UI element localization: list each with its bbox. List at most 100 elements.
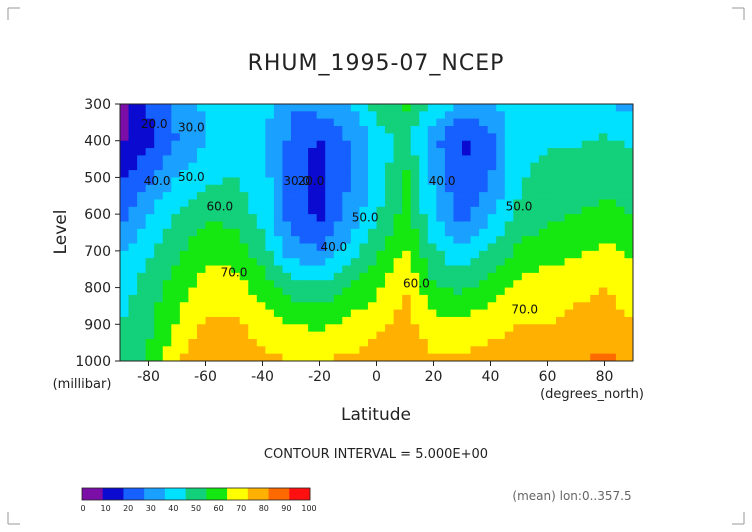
- heatmap-cell: [419, 118, 429, 127]
- heatmap-cell: [590, 104, 600, 112]
- heatmap-cell: [607, 162, 617, 171]
- heatmap-cell: [513, 272, 523, 281]
- heatmap-cell: [624, 250, 633, 259]
- heatmap-cell: [573, 214, 583, 223]
- heatmap-cell: [154, 162, 164, 171]
- heatmap-cell: [188, 294, 198, 303]
- contour-label: 20.0: [141, 117, 168, 131]
- heatmap-cell: [521, 294, 531, 303]
- heatmap-cell: [462, 170, 472, 179]
- heatmap-cell: [436, 140, 446, 149]
- heatmap-cell: [231, 155, 241, 164]
- heatmap-cell: [179, 155, 189, 164]
- heatmap-cell: [308, 133, 318, 142]
- heatmap-cell: [308, 192, 318, 201]
- heatmap-cell: [205, 148, 215, 156]
- heatmap-cell: [573, 155, 583, 164]
- heatmap-cell: [538, 287, 549, 296]
- heatmap-cell: [145, 309, 155, 318]
- heatmap-cell: [154, 155, 164, 164]
- heatmap-cell: [487, 199, 497, 208]
- heatmap-cell: [291, 206, 301, 215]
- heatmap-cell: [316, 126, 326, 134]
- heatmap-cell: [162, 316, 172, 325]
- heatmap-cell: [325, 111, 335, 120]
- heatmap-cell: [231, 346, 241, 355]
- heatmap-cell: [427, 353, 437, 361]
- heatmap-cell: [171, 353, 181, 361]
- heatmap-cell: [265, 353, 275, 361]
- heatmap-cell: [196, 155, 207, 164]
- heatmap-cell: [513, 294, 523, 303]
- heatmap-cell: [188, 324, 198, 333]
- heatmap-cell: [462, 331, 472, 340]
- heatmap-cell: [205, 309, 215, 318]
- heatmap-cell: [419, 338, 429, 347]
- heatmap-cell: [521, 155, 531, 164]
- heatmap-cell: [231, 280, 241, 289]
- heatmap-cell: [547, 243, 557, 252]
- heatmap-cell: [624, 331, 633, 340]
- x-axis-unit: (degrees_north): [540, 387, 644, 402]
- heatmap-cell: [325, 140, 335, 149]
- heatmap-cell: [444, 346, 455, 355]
- heatmap-cell: [342, 353, 352, 361]
- heatmap-cell: [325, 148, 335, 156]
- heatmap-cell: [538, 265, 549, 274]
- heatmap-cell: [248, 258, 258, 267]
- colorbar-label: 100: [301, 504, 316, 513]
- heatmap-cell: [248, 192, 258, 201]
- heatmap-cell: [573, 162, 583, 171]
- heatmap-cell: [385, 214, 395, 223]
- heatmap-cell: [393, 221, 403, 230]
- heatmap-cell: [367, 316, 378, 325]
- heatmap-cell: [547, 250, 557, 259]
- heatmap-cell: [462, 353, 472, 361]
- heatmap-cell: [154, 111, 164, 120]
- heatmap-cell: [162, 258, 172, 267]
- heatmap-cell: [453, 338, 463, 347]
- heatmap-cell: [239, 287, 249, 296]
- heatmap-cell: [273, 184, 284, 193]
- heatmap-cell: [265, 280, 275, 289]
- heatmap-cell: [590, 206, 600, 215]
- heatmap-cell: [376, 170, 386, 179]
- heatmap-cell: [291, 309, 301, 318]
- heatmap-cell: [359, 104, 369, 112]
- heatmap-cell: [479, 346, 489, 355]
- heatmap-cell: [573, 294, 583, 303]
- heatmap-cell: [504, 287, 514, 296]
- heatmap-cell: [521, 104, 531, 112]
- heatmap-cell: [624, 302, 633, 311]
- heatmap-cell: [291, 338, 301, 347]
- heatmap-cell: [308, 287, 318, 296]
- heatmap-cell: [282, 258, 292, 267]
- heatmap-cell: [496, 294, 506, 303]
- heatmap-cell: [556, 133, 566, 142]
- heatmap-cell: [487, 126, 497, 134]
- heatmap-cell: [624, 140, 633, 149]
- heatmap-cell: [214, 346, 224, 355]
- heatmap-cell: [513, 221, 523, 230]
- heatmap-cell: [479, 111, 489, 120]
- heatmap-cell: [402, 126, 412, 134]
- heatmap-cell: [273, 346, 284, 355]
- heatmap-cell: [316, 221, 326, 230]
- heatmap-cell: [615, 331, 626, 340]
- heatmap-cell: [436, 228, 446, 237]
- heatmap-cell: [487, 192, 497, 201]
- heatmap-cell: [538, 170, 549, 179]
- y-tick-label: 400: [84, 134, 111, 150]
- heatmap-cell: [137, 162, 147, 171]
- heatmap-cell: [179, 302, 189, 311]
- heatmap-cell: [367, 302, 378, 311]
- heatmap-cell: [479, 155, 489, 164]
- heatmap-cell: [179, 272, 189, 281]
- heatmap-cell: [581, 287, 591, 296]
- heatmap-cell: [316, 148, 326, 156]
- heatmap-cell: [419, 170, 429, 179]
- heatmap-cell: [342, 104, 352, 112]
- heatmap-cell: [154, 258, 164, 267]
- heatmap-cell: [196, 170, 207, 179]
- heatmap-cell: [308, 324, 318, 333]
